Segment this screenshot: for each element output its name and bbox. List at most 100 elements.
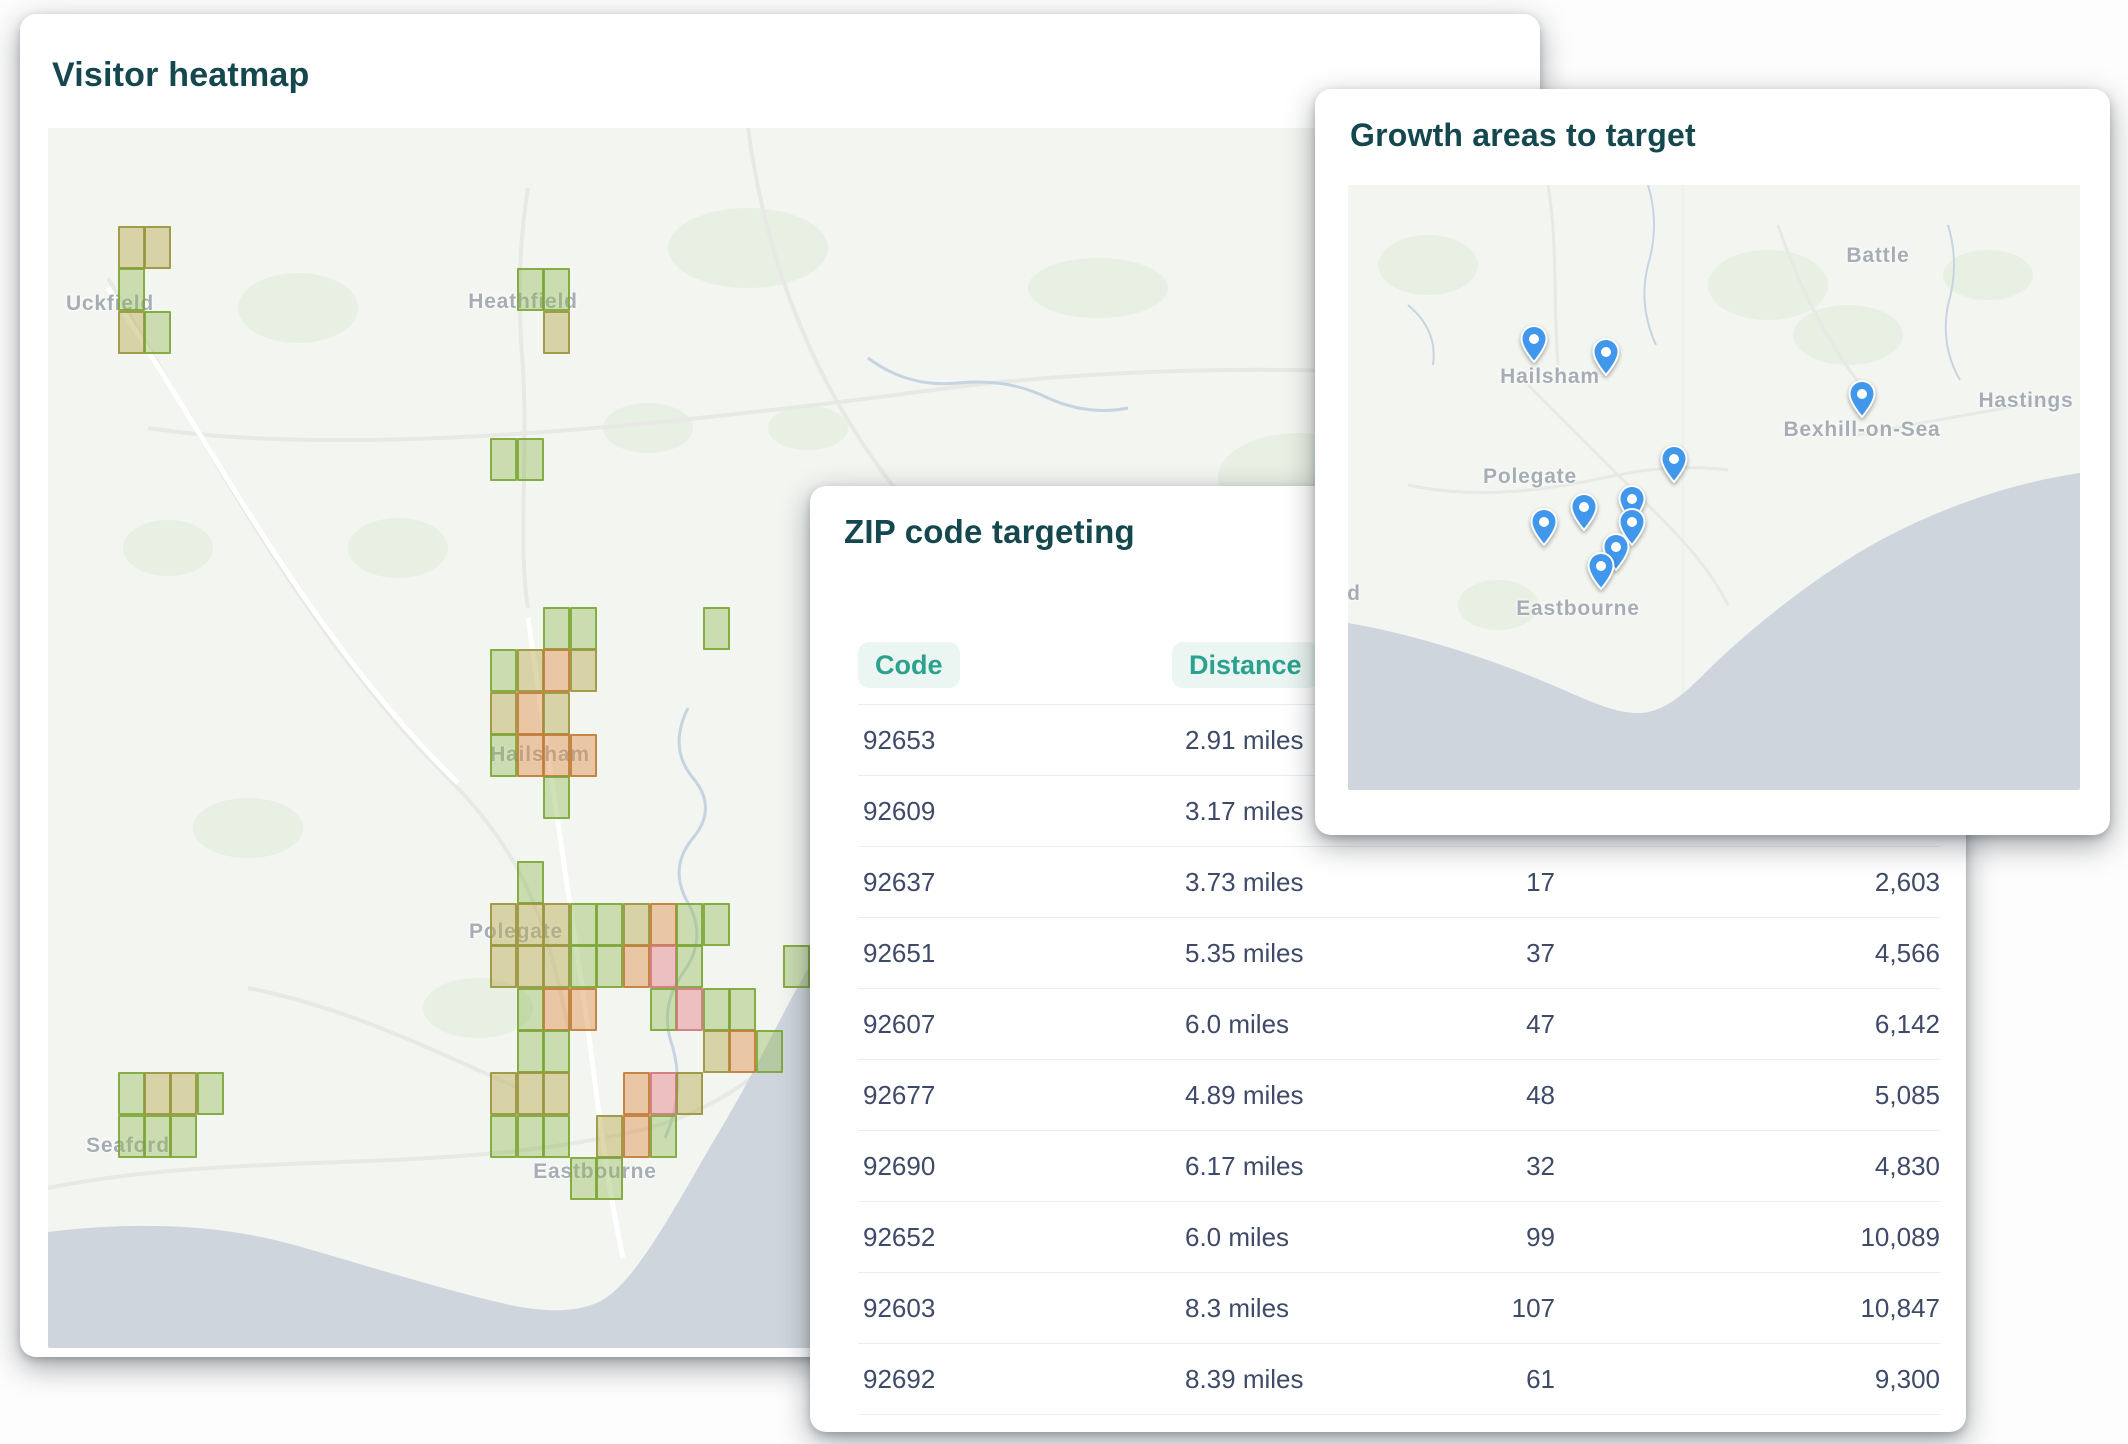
heat-cell xyxy=(517,945,544,988)
heat-cell xyxy=(517,861,544,904)
cell-code: 92690 xyxy=(863,1151,936,1181)
sea-polygon xyxy=(1348,473,2080,790)
table-row[interactable]: 92692 8.39 miles 61 9,300 xyxy=(858,1344,1940,1415)
cell-value: 4,830 xyxy=(1874,1151,1940,1181)
cell-count: 32 xyxy=(1526,1151,1555,1181)
heat-cell xyxy=(118,268,145,311)
heat-cell xyxy=(623,1072,650,1115)
growth-basemap xyxy=(1348,185,2080,790)
table-row[interactable]: 92607 6.0 miles 47 6,142 xyxy=(858,989,1940,1060)
heat-cell xyxy=(623,945,650,988)
heat-cell xyxy=(517,1115,544,1158)
cell-code: 92653 xyxy=(863,725,936,755)
heat-cell xyxy=(517,1030,544,1073)
heat-cell xyxy=(490,1115,517,1158)
cell-distance: 4.89 miles xyxy=(1185,1080,1304,1110)
heat-cell xyxy=(783,945,810,988)
cell-code: 92603 xyxy=(863,1293,936,1323)
heat-cell xyxy=(517,1072,544,1115)
table-row[interactable]: 92677 4.89 miles 48 5,085 xyxy=(858,1060,1940,1131)
growth-label-battle: Battle xyxy=(1846,244,1910,267)
growth-card-title: Growth areas to target xyxy=(1350,117,1696,153)
heat-cell xyxy=(490,903,517,946)
heat-cell xyxy=(729,988,756,1031)
heat-cell xyxy=(490,692,517,735)
map-pin[interactable] xyxy=(1660,445,1688,483)
cell-code: 92651 xyxy=(863,938,936,968)
heat-cell xyxy=(596,1157,623,1200)
heat-cell xyxy=(570,1157,597,1200)
table-row[interactable]: 92690 6.17 miles 32 4,830 xyxy=(858,1131,1940,1202)
map-pin[interactable] xyxy=(1848,380,1876,418)
heat-cell xyxy=(118,1072,145,1115)
heat-cell xyxy=(543,988,570,1031)
growth-areas-card: Growth areas to target xyxy=(1315,89,2110,835)
cell-code: 92609 xyxy=(863,796,936,826)
heat-cell xyxy=(490,438,517,481)
heat-cell xyxy=(543,268,570,311)
heat-cell xyxy=(118,311,145,354)
heat-cell xyxy=(570,649,597,692)
cell-code: 92637 xyxy=(863,867,936,897)
heat-cell xyxy=(490,734,517,777)
heat-cell xyxy=(570,734,597,777)
growth-label-polegate: Polegate xyxy=(1483,465,1577,488)
map-pin[interactable] xyxy=(1530,508,1558,546)
map-pin[interactable] xyxy=(1592,338,1620,376)
column-header-distance[interactable]: Distance xyxy=(1172,642,1319,688)
heat-cell xyxy=(543,649,570,692)
zip-card-title: ZIP code targeting xyxy=(844,513,1135,550)
heat-cell xyxy=(170,1115,197,1158)
heat-cell xyxy=(118,1115,145,1158)
cell-value: 4,566 xyxy=(1874,938,1940,968)
growth-areas-map[interactable]: Battle Hailsham Hastings Bexhill-on-Sea Pole… xyxy=(1348,185,2080,790)
heat-cell xyxy=(650,988,677,1031)
heat-cell xyxy=(517,268,544,311)
heatmap-label-eastbourne: Eastbourne xyxy=(533,1160,657,1183)
cell-count: 61 xyxy=(1526,1364,1555,1394)
cell-distance: 2.91 miles xyxy=(1185,725,1304,755)
heat-cell xyxy=(543,1115,570,1158)
heat-cell xyxy=(650,903,677,946)
cell-distance: 6.0 miles xyxy=(1185,1009,1290,1039)
heatmap-label-hailsham: Hailsham xyxy=(490,743,590,766)
heat-cell xyxy=(703,903,730,946)
cell-count: 107 xyxy=(1511,1293,1555,1323)
heat-cell xyxy=(676,945,703,988)
heat-cell xyxy=(570,988,597,1031)
cell-count: 99 xyxy=(1526,1222,1555,1252)
map-pin[interactable] xyxy=(1570,493,1598,531)
heat-cell xyxy=(490,1072,517,1115)
table-row[interactable]: 92651 5.35 miles 37 4,566 xyxy=(858,918,1940,989)
cell-value: 10,847 xyxy=(1860,1293,1940,1323)
cell-count: 17 xyxy=(1526,867,1555,897)
table-row[interactable]: 92603 8.3 miles 107 10,847 xyxy=(858,1273,1940,1344)
table-row[interactable]: 92652 6.0 miles 99 10,089 xyxy=(858,1202,1940,1273)
heatmap-label-seaford: Seaford xyxy=(86,1134,170,1157)
cell-count: 37 xyxy=(1526,938,1555,968)
table-row[interactable]: 92637 3.73 miles 17 2,603 xyxy=(858,847,1940,918)
heatmap-label-heathfield: Heathfield xyxy=(468,290,578,313)
heat-cell xyxy=(676,903,703,946)
cell-value: 10,089 xyxy=(1860,1222,1940,1252)
heat-cell xyxy=(676,988,703,1031)
heat-cell xyxy=(543,776,570,819)
cell-count: 47 xyxy=(1526,1009,1555,1039)
cell-distance: 5.35 miles xyxy=(1185,938,1304,968)
growth-label-bexhill-on-sea: Bexhill-on-Sea xyxy=(1783,418,1941,441)
heatmap-card-title: Visitor heatmap xyxy=(52,56,310,94)
heat-cell xyxy=(543,734,570,777)
heat-cell xyxy=(490,649,517,692)
heat-cell xyxy=(596,903,623,946)
cell-distance: 3.17 miles xyxy=(1185,796,1304,826)
table-row[interactable]: 92609 3.17 miles xyxy=(858,776,1940,847)
column-header-code[interactable]: Code xyxy=(858,642,960,688)
map-pin[interactable] xyxy=(1520,325,1548,363)
map-pin[interactable] xyxy=(1587,552,1615,590)
heat-cell xyxy=(703,607,730,650)
cell-distance: 6.0 miles xyxy=(1185,1222,1290,1252)
heat-cell xyxy=(543,311,570,354)
heat-cell xyxy=(650,1115,677,1158)
heat-cell xyxy=(197,1072,224,1115)
map-pin[interactable] xyxy=(1618,508,1646,546)
